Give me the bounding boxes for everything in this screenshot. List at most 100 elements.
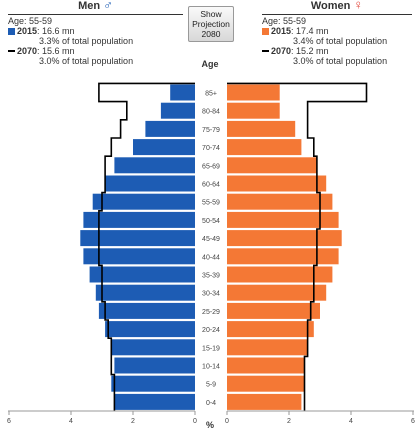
women-bar-30-34 <box>227 284 327 301</box>
men-bar-50-54 <box>83 211 195 228</box>
women-bar-40-44 <box>227 248 339 265</box>
men-2070-value: : 15.6 mn <box>37 46 75 56</box>
men-x-tick-6: 6 <box>7 418 11 425</box>
men-bar-40-44 <box>83 248 195 265</box>
age-label-10-14: 10-14 <box>202 364 220 371</box>
men-bar-35-39 <box>89 266 195 283</box>
age-label-60-64: 60-64 <box>202 182 220 189</box>
age-labels: 0-4 5-9 10-14 15-19 20-24 25-29 30-34 35-39 40-4… <box>202 91 220 407</box>
age-label-35-39: 35-39 <box>202 273 220 280</box>
men-projection-outline <box>98 82 195 411</box>
men-bar-70-74 <box>133 139 195 156</box>
age-label-15-19: 15-19 <box>202 345 220 352</box>
projection-outlines <box>98 82 368 411</box>
men-legend-header: Men ♂ <box>8 0 183 15</box>
women-projection-outline <box>227 82 368 411</box>
women-bars <box>227 84 342 410</box>
women-legend-header: Women ♀ <box>262 0 412 15</box>
women-2015-row: 2015: 17.4 mn <box>262 26 412 36</box>
men-bar-45-49 <box>80 230 195 247</box>
women-bar-75-79 <box>227 120 296 137</box>
men-bar-25-29 <box>98 302 195 319</box>
men-x-tick-2: 2 <box>131 418 135 425</box>
women-bar-65-69 <box>227 157 317 174</box>
women-bar-45-49 <box>227 230 342 247</box>
men-2070-share: 3.0% of total population <box>39 56 134 66</box>
men-2070-line-icon <box>8 50 15 52</box>
men-2015-row: 2015: 16.6 mn <box>8 26 183 36</box>
age-label-65-69: 65-69 <box>202 163 220 170</box>
men-bar-80-84 <box>160 102 195 119</box>
male-symbol-icon: ♂ <box>103 0 113 12</box>
men-bar-10-14 <box>114 357 195 374</box>
men-bar-65-69 <box>114 157 195 174</box>
women-2070-label: 2070 <box>271 46 292 56</box>
x-axes: 6 4 2 0 0 2 4 6 <box>7 410 415 425</box>
women-bar-10-14 <box>227 357 305 374</box>
women-bar-55-59 <box>227 193 333 210</box>
age-label-40-44: 40-44 <box>202 254 220 261</box>
men-bar-60-64 <box>105 175 195 192</box>
men-x-tick-4: 4 <box>69 418 73 425</box>
men-bars <box>80 84 195 410</box>
men-2015-swatch-icon <box>8 28 15 35</box>
female-symbol-icon: ♀ <box>353 0 364 12</box>
age-label-85+: 85+ <box>205 91 217 98</box>
age-label-70-74: 70-74 <box>202 145 220 152</box>
age-label-75-79: 75-79 <box>202 127 220 134</box>
age-axis-title: Age <box>201 59 218 69</box>
women-bar-5-9 <box>227 375 305 392</box>
men-bar-5-9 <box>111 375 195 392</box>
show-projection-2080-button[interactable]: Show Projection 2080 <box>188 6 234 42</box>
men-x-tick-0: 0 <box>193 418 197 425</box>
women-bar-50-54 <box>227 211 339 228</box>
men-age-line: Age: 55-59 <box>8 16 53 26</box>
men-2015-share: 3.3% of total population <box>39 36 134 46</box>
men-2070-label: 2070 <box>17 46 38 56</box>
women-x-tick-4: 4 <box>349 418 353 425</box>
age-label-25-29: 25-29 <box>202 309 220 316</box>
women-bar-70-74 <box>227 139 302 156</box>
men-legend: Men ♂ Age: 55-59 2015: 16.6 mn 3.3% of t… <box>8 0 183 66</box>
men-bar-85+ <box>170 84 195 101</box>
women-age-line: Age: 55-59 <box>262 16 307 26</box>
women-title: Women <box>310 0 351 12</box>
women-2070-value: : 15.2 mn <box>291 46 329 56</box>
men-bar-15-19 <box>111 339 195 356</box>
men-bar-75-79 <box>145 120 195 137</box>
projection-button-line3: 2080 <box>201 29 221 39</box>
age-label-5-9: 5-9 <box>206 382 216 389</box>
men-2070-row: 2070: 15.6 mn <box>8 46 183 56</box>
women-bar-0-4 <box>227 393 302 410</box>
age-label-55-59: 55-59 <box>202 200 220 207</box>
women-x-tick-2: 2 <box>287 418 291 425</box>
women-2070-line-icon <box>262 50 269 52</box>
x-axis-unit-label: % <box>206 420 214 430</box>
men-bar-30-34 <box>95 284 195 301</box>
men-bar-55-59 <box>92 193 195 210</box>
men-title: Men <box>78 0 101 12</box>
women-bar-15-19 <box>227 339 308 356</box>
age-label-30-34: 30-34 <box>202 291 220 298</box>
women-2015-swatch-icon <box>262 28 269 35</box>
women-bar-35-39 <box>227 266 333 283</box>
age-label-0-4: 0-4 <box>206 400 216 407</box>
projection-button-line1: Show <box>200 9 222 19</box>
women-bar-85+ <box>227 84 280 101</box>
women-2070-row: 2070: 15.2 mn <box>262 46 412 56</box>
men-2015-value: : 16.6 mn <box>37 26 75 36</box>
men-2015-label: 2015 <box>17 26 38 36</box>
age-label-20-24: 20-24 <box>202 327 220 334</box>
women-bar-20-24 <box>227 321 314 338</box>
age-label-80-84: 80-84 <box>202 109 220 116</box>
women-2015-value: : 17.4 mn <box>291 26 329 36</box>
women-bar-60-64 <box>227 175 327 192</box>
age-label-45-49: 45-49 <box>202 236 220 243</box>
women-x-tick-0: 0 <box>225 418 229 425</box>
women-2015-share: 3.4% of total population <box>293 36 388 46</box>
women-bar-25-29 <box>227 302 320 319</box>
age-label-50-54: 50-54 <box>202 218 220 225</box>
women-2070-share: 3.0% of total population <box>293 56 388 66</box>
men-bar-20-24 <box>105 321 195 338</box>
